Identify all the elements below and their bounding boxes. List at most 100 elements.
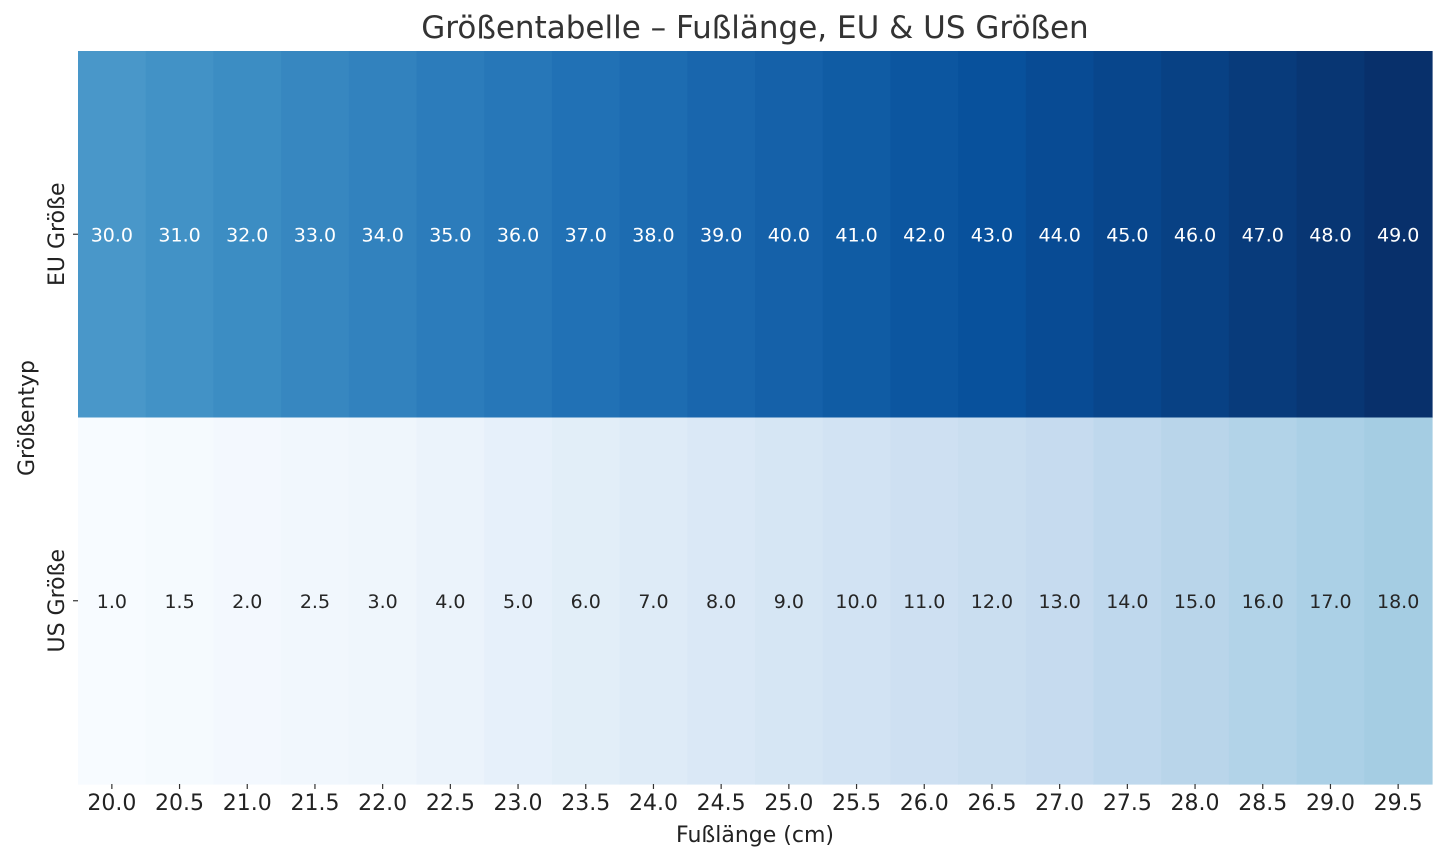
cell-value-label: 13.0 [1038,591,1080,613]
cell-value-label: 43.0 [971,224,1013,246]
cell-value-label: 6.0 [571,591,601,613]
chart-title: Größentabelle – Fußlänge, EU & US Größen [421,10,1088,46]
cell-value-label: 32.0 [226,224,268,246]
cell-annotations: 30.0 31.0 32.0 33.0 34.0 35.0 36.0 37.0 38.0 39.0… [91,224,1420,613]
heatmap-cell [1093,51,1162,419]
heatmap-cell [958,417,1027,785]
cell-value-label: 5.0 [503,591,533,613]
x-tick-label: 21.5 [290,791,339,816]
cell-value-label: 11.0 [903,591,945,613]
heatmap-cell [1364,51,1433,419]
heatmap-cell [1228,51,1298,419]
cell-value-label: 2.0 [232,591,262,613]
x-tick-label: 21.0 [223,791,272,816]
heatmap-cell [551,51,621,419]
x-tick-label: 24.5 [697,791,746,816]
y-tick-label: US Größe [45,549,70,653]
heatmap-cell [484,417,553,785]
heatmap-cell [213,417,282,785]
cell-value-label: 2.5 [300,591,330,613]
cell-value-label: 17.0 [1309,591,1351,613]
heatmap-cell [1161,417,1230,785]
heatmap-cells [78,51,1433,785]
heatmap-cell [416,51,485,419]
cell-value-label: 8.0 [706,591,736,613]
heatmap-cell [551,417,621,785]
y-axis-ticks: EU Größe US Größe [45,183,78,653]
cell-value-label: 1.5 [164,591,194,613]
cell-value-label: 48.0 [1309,224,1351,246]
heatmap-cell [958,51,1027,419]
y-axis-label: Größentyp [15,360,40,476]
x-tick-label: 23.0 [494,791,543,816]
heatmap-cell [890,51,959,419]
heatmap-cell [145,51,214,419]
cell-value-label: 41.0 [835,224,877,246]
x-tick-label: 20.0 [87,791,136,816]
cell-value-label: 33.0 [294,224,336,246]
heatmap-cell [890,417,959,785]
heatmap-cell [822,417,891,785]
x-tick-label: 29.5 [1374,791,1423,816]
cell-value-label: 4.0 [435,591,465,613]
heatmap-cell [755,417,824,785]
heatmap-cell [1364,417,1433,785]
cell-value-label: 38.0 [632,224,674,246]
x-tick-label: 26.5 [967,791,1016,816]
heatmap-cell [281,51,350,419]
heatmap-cell [1228,417,1298,785]
cell-value-label: 40.0 [768,224,810,246]
cell-value-label: 45.0 [1106,224,1148,246]
cell-value-label: 37.0 [565,224,607,246]
cell-value-label: 10.0 [835,591,877,613]
cell-value-label: 15.0 [1174,591,1216,613]
heatmap-cell [145,417,214,785]
cell-value-label: 34.0 [361,224,403,246]
cell-value-label: 16.0 [1242,591,1284,613]
cell-value-label: 12.0 [971,591,1013,613]
cell-value-label: 49.0 [1377,224,1419,246]
x-tick-label: 27.5 [1103,791,1152,816]
heatmap-cell [619,417,688,785]
heatmap-cell [348,51,418,419]
cell-value-label: 31.0 [158,224,200,246]
heatmap-cell [1025,417,1095,785]
heatmap-cell [687,417,756,785]
cell-value-label: 1.0 [97,591,127,613]
heatmap-cell [1296,51,1365,419]
heatmap-cell [687,51,756,419]
x-tick-label: 24.0 [629,791,678,816]
heatmap-cell [1161,51,1230,419]
cell-value-label: 35.0 [429,224,471,246]
x-tick-label: 25.0 [764,791,813,816]
x-tick-label: 29.0 [1306,791,1355,816]
heatmap-cell [484,51,553,419]
x-tick-label: 23.5 [561,791,610,816]
y-tick-label: EU Größe [45,183,70,286]
x-axis-ticks: 20.0 20.5 21.0 21.5 22.0 22.5 23.0 23.5 24.0 24.5… [87,784,1423,816]
cell-value-label: 44.0 [1038,224,1080,246]
heatmap-cell [1093,417,1162,785]
heatmap-cell [822,51,891,419]
x-axis-label: Fußlänge (cm) [676,823,834,848]
cell-value-label: 36.0 [497,224,539,246]
cell-value-label: 39.0 [700,224,742,246]
x-tick-label: 25.5 [832,791,881,816]
heatmap-cell [213,51,282,419]
heatmap-cell [78,417,147,785]
cell-value-label: 42.0 [903,224,945,246]
x-tick-label: 26.0 [900,791,949,816]
heatmap-cell [78,51,147,419]
x-tick-label: 28.5 [1238,791,1287,816]
heatmap-cell [416,417,485,785]
cell-value-label: 9.0 [774,591,804,613]
cell-value-label: 18.0 [1377,591,1419,613]
cell-value-label: 30.0 [91,224,133,246]
heatmap-cell [619,51,688,419]
cell-value-label: 47.0 [1242,224,1284,246]
cell-value-label: 14.0 [1106,591,1148,613]
x-tick-label: 28.0 [1171,791,1220,816]
heatmap-cell [1296,417,1365,785]
x-tick-label: 27.0 [1035,791,1084,816]
